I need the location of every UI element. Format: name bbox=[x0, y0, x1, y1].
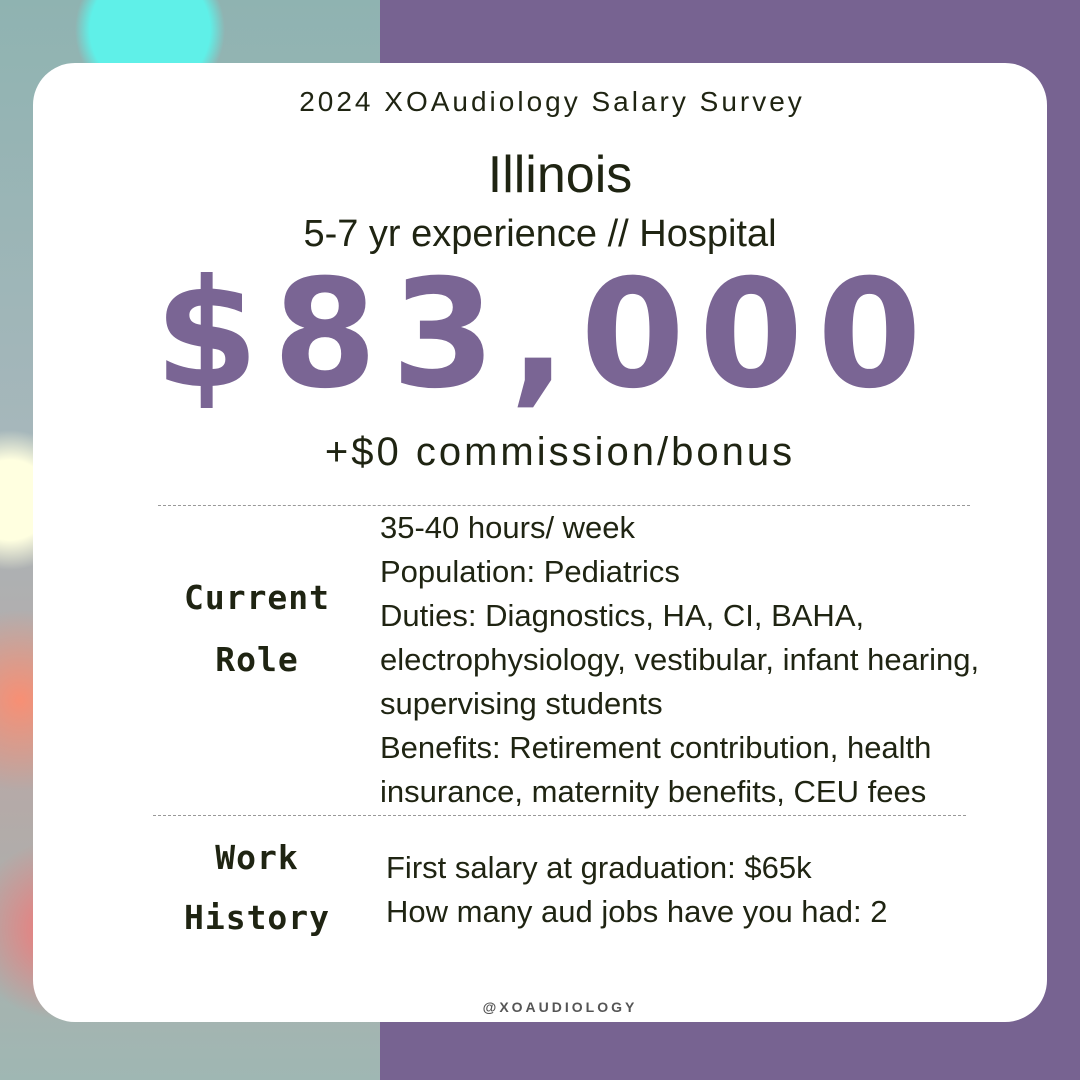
handle: @XOAUDIOLOGY bbox=[482, 999, 638, 1015]
detail-line: 35-40 hours/ week bbox=[380, 510, 636, 545]
subtitle: 5-7 yr experience // Hospital bbox=[303, 213, 777, 255]
divider bbox=[158, 505, 970, 506]
detail-line: First salary at graduation: $65k bbox=[386, 850, 812, 885]
state: Illinois bbox=[487, 146, 633, 204]
role-details: 35-40 hours/ week Population: Pediatrics D… bbox=[380, 506, 1030, 814]
divider bbox=[153, 815, 966, 816]
bonus: +$0 commission/bonus bbox=[324, 430, 796, 474]
history-details: First salary at graduation: $65k How many… bbox=[386, 846, 1026, 934]
salary: $83,000 bbox=[154, 248, 936, 422]
section-label: Role bbox=[215, 640, 299, 679]
section-label: Work bbox=[215, 838, 299, 877]
detail-line: Benefits: Retirement contribution, healt… bbox=[380, 730, 932, 809]
card bbox=[33, 63, 1047, 1022]
detail-line: How many aud jobs have you had: 2 bbox=[386, 894, 888, 929]
title: 2024 XOAudiology Salary Survey bbox=[299, 86, 805, 117]
section-label: Current bbox=[183, 578, 331, 617]
detail-line: Duties: Diagnostics, HA, CI, BAHA, elect… bbox=[380, 598, 980, 721]
detail-line: Population: Pediatrics bbox=[380, 554, 680, 589]
section-label: History bbox=[183, 898, 331, 937]
